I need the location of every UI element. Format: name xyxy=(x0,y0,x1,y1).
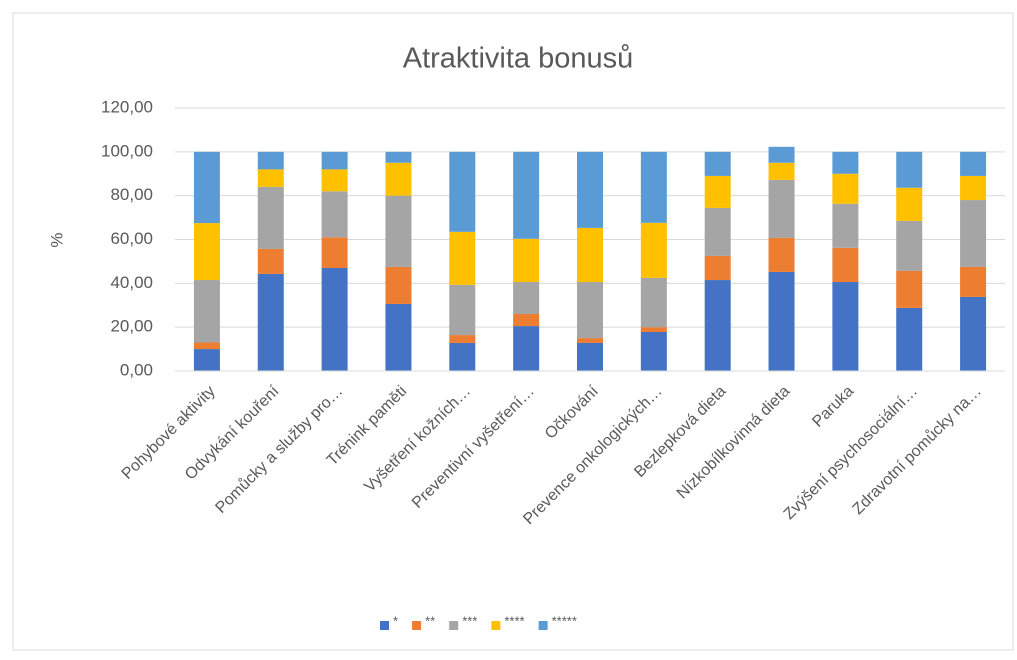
legend-label: ** xyxy=(425,613,435,628)
bar-segment xyxy=(193,342,220,350)
bar-segment xyxy=(896,307,923,371)
chart-title: Atraktivita bonusů xyxy=(403,43,634,75)
bar-segment xyxy=(577,342,603,371)
bar-segment xyxy=(960,151,987,176)
bar-segment xyxy=(832,173,859,204)
bar-segment xyxy=(449,335,476,343)
bar-segment xyxy=(832,151,859,174)
bar-segment xyxy=(385,195,412,267)
bar-segment xyxy=(896,220,923,271)
bar-segment xyxy=(640,277,667,328)
bar-segment xyxy=(640,331,667,371)
bar-segment xyxy=(513,326,540,371)
bar-segment xyxy=(321,191,348,238)
y-tick-label: 100,00 xyxy=(101,141,153,160)
bar-segment xyxy=(577,282,603,339)
bar-segment xyxy=(321,169,348,192)
bar-segment xyxy=(513,151,540,239)
bar-segment xyxy=(577,338,603,343)
bar-segment xyxy=(704,207,731,256)
bar-segment xyxy=(385,266,412,304)
legend-label: ***** xyxy=(552,613,577,628)
y-tick-label: 20,00 xyxy=(110,317,153,336)
y-tick-label: 40,00 xyxy=(110,273,153,292)
legend-swatch xyxy=(538,621,548,630)
bar-segment xyxy=(321,267,348,371)
bar-segment xyxy=(257,248,284,274)
bar-segment xyxy=(449,342,476,371)
legend-swatch xyxy=(449,621,459,630)
bar-segment xyxy=(193,349,220,371)
legend-label: * xyxy=(393,613,398,628)
bar-segment xyxy=(768,179,795,238)
bar-segment xyxy=(832,247,859,283)
bar-segment xyxy=(640,327,667,332)
bar-segment xyxy=(640,222,667,278)
bar-segment xyxy=(960,266,987,297)
bar-segment xyxy=(449,151,476,232)
bar-segment xyxy=(193,280,220,343)
legend-label: **** xyxy=(504,613,524,628)
bar-segment xyxy=(768,271,795,371)
bar-segment xyxy=(257,186,284,249)
bar-segment xyxy=(832,203,859,248)
bar-segment xyxy=(385,151,412,163)
bar-segment xyxy=(257,151,284,170)
bar-segment xyxy=(768,162,795,180)
chart-border xyxy=(12,12,1014,651)
bar-segment xyxy=(577,227,603,283)
legend-swatch xyxy=(491,621,501,630)
bar-segment xyxy=(257,169,284,187)
bar-segment xyxy=(704,151,731,176)
bar-segment xyxy=(513,282,540,315)
bar-segment xyxy=(193,151,220,224)
y-tick-label: 120,00 xyxy=(101,97,153,116)
bar-segment xyxy=(704,255,731,281)
legend-label: *** xyxy=(462,613,477,628)
bar-segment xyxy=(832,282,859,371)
bar-segment xyxy=(449,284,476,336)
legend-swatch xyxy=(380,621,389,630)
bar-segment xyxy=(768,146,795,163)
y-tick-label: 0,00 xyxy=(120,360,153,379)
y-tick-label: 60,00 xyxy=(110,229,153,248)
legend-swatch xyxy=(412,621,422,630)
bar-segment xyxy=(960,296,987,371)
bar-segment xyxy=(640,151,667,223)
bar-segment xyxy=(321,151,348,170)
bar-segment xyxy=(385,303,412,371)
bar-segment xyxy=(321,237,348,268)
bar-segment xyxy=(704,280,731,371)
y-tick-label: 80,00 xyxy=(110,185,153,204)
bar-segment xyxy=(768,237,795,272)
bar-segment xyxy=(257,273,284,371)
bar-segment xyxy=(896,187,923,221)
y-axis-label: % xyxy=(47,232,66,247)
bar-segment xyxy=(577,151,603,228)
bar-segment xyxy=(513,238,540,283)
bar-segment xyxy=(896,151,923,188)
bar-segment xyxy=(513,314,540,327)
bar-segment xyxy=(960,175,987,201)
bar-segment xyxy=(193,223,220,281)
bar-segment xyxy=(704,175,731,208)
bar-segment xyxy=(449,231,476,285)
bar-segment xyxy=(385,162,412,196)
bar-segment xyxy=(896,270,923,308)
bar-segment xyxy=(960,200,987,267)
